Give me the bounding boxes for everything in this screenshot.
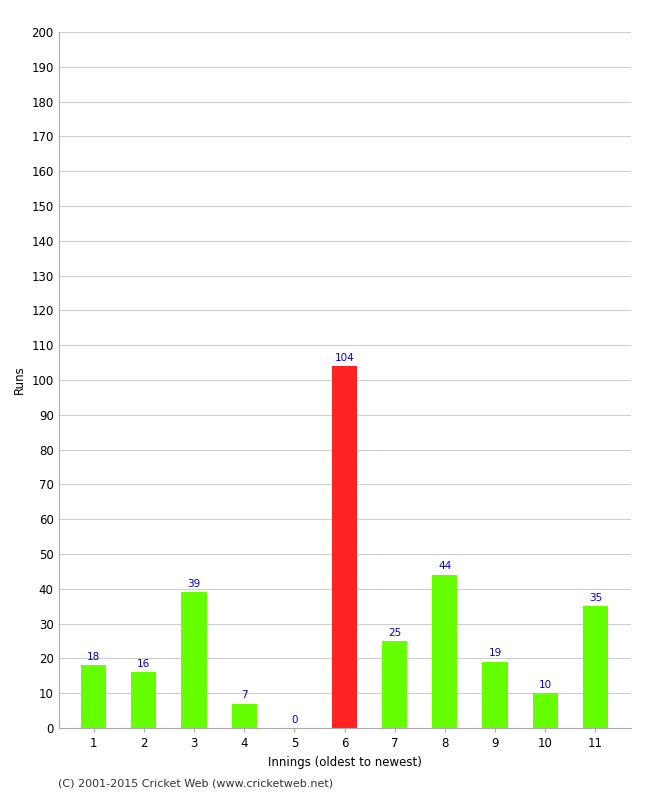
Text: 25: 25 xyxy=(388,627,401,638)
Bar xyxy=(181,592,207,728)
Text: 44: 44 xyxy=(438,562,452,571)
Text: 16: 16 xyxy=(137,659,150,669)
Text: 35: 35 xyxy=(589,593,602,602)
Bar xyxy=(482,662,508,728)
Text: 0: 0 xyxy=(291,714,298,725)
Bar xyxy=(432,575,458,728)
Text: 18: 18 xyxy=(87,652,100,662)
Bar xyxy=(532,693,558,728)
Bar xyxy=(81,666,106,728)
Text: 10: 10 xyxy=(539,680,552,690)
Y-axis label: Runs: Runs xyxy=(13,366,26,394)
X-axis label: Innings (oldest to newest): Innings (oldest to newest) xyxy=(268,755,421,769)
Text: (C) 2001-2015 Cricket Web (www.cricketweb.net): (C) 2001-2015 Cricket Web (www.cricketwe… xyxy=(58,778,333,788)
Text: 19: 19 xyxy=(488,648,502,658)
Bar xyxy=(231,704,257,728)
Bar xyxy=(131,672,157,728)
Bar xyxy=(332,366,357,728)
Bar xyxy=(583,606,608,728)
Text: 39: 39 xyxy=(187,579,201,589)
Text: 104: 104 xyxy=(335,353,354,362)
Text: 7: 7 xyxy=(241,690,248,700)
Bar xyxy=(382,641,407,728)
